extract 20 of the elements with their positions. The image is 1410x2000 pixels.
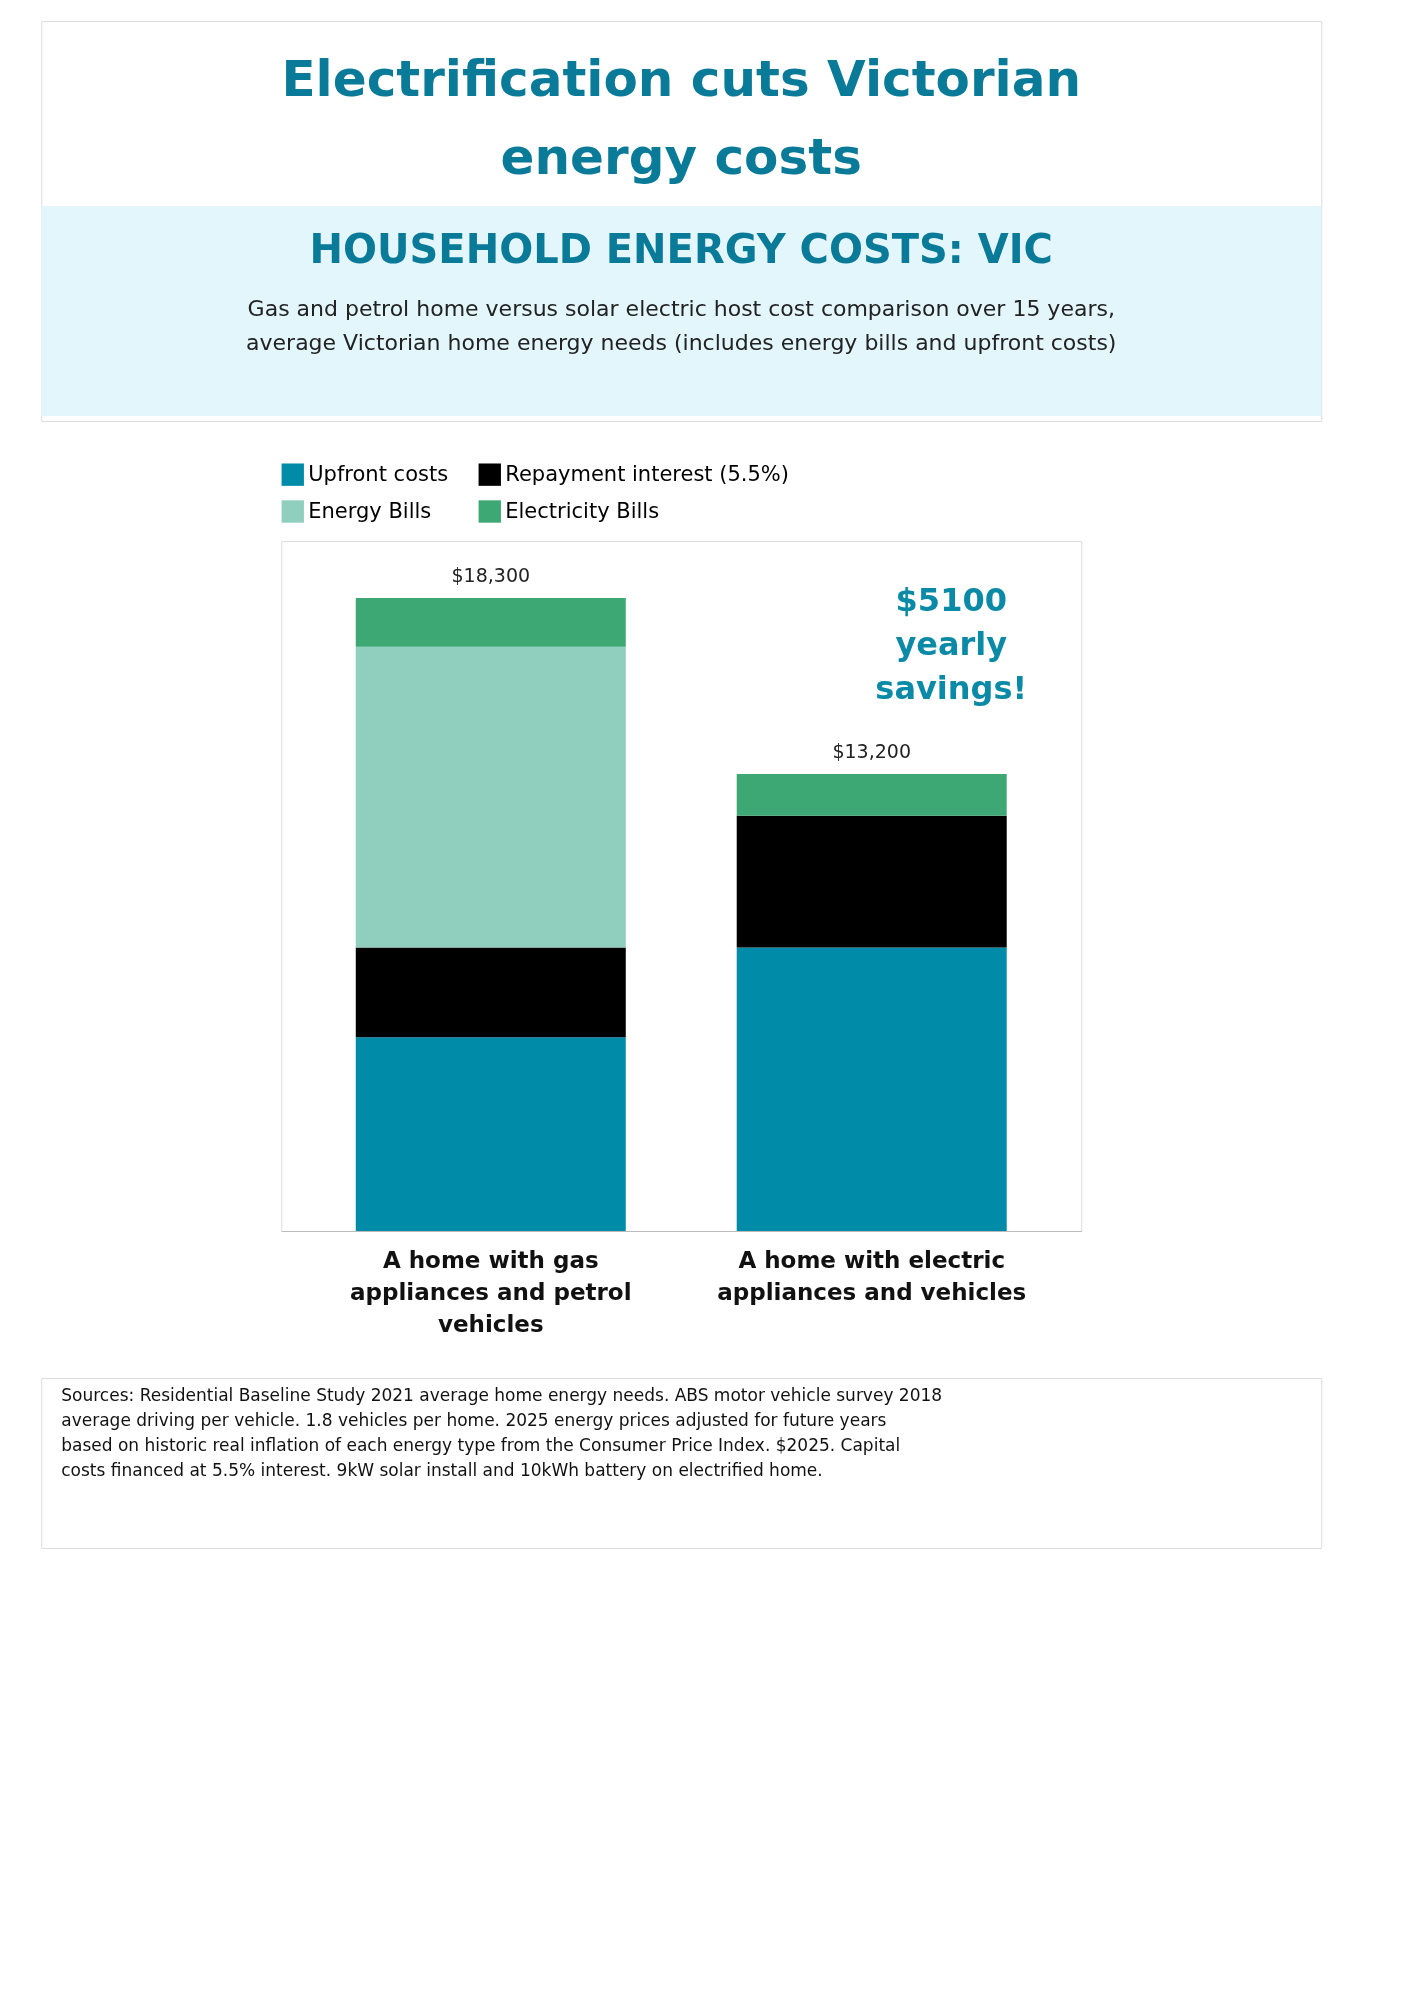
x-tick-label: A home with electric appliances and vehicles [717,1246,1027,1305]
text: Gas and petrol home versus solar electric host cost comparison over 15 years, average Victorian home energy needs (includes energy bills and upfront costs) [246,296,1117,356]
x-tick-label: A home with gas appliances and petrol vehicles [350,1246,632,1337]
bar [736,947,1007,1231]
legend-label: Energy Bills [308,498,432,523]
source-note: Sources: Residential Baseline Study 2021 average home energy needs. ABS motor vehicle survey 2018 average driving per vehicle. 1.8 vehicles per home. 2025 energy prices adjusted for future years based on historic real inflation of each energy type from the Consumer Price Index. $2025. Capital costs financed at 5.5% interest. 9kW solar install and 10kWh battery on electrified home. [61,1385,943,1480]
annotation: $13,200 [832,739,912,762]
legend-label: Electricity Bills [505,498,660,523]
chart-title: Electrification cuts Victorian energy costs [281,50,1082,186]
bar [355,646,626,948]
legend-label: Upfront costs [308,461,449,486]
bar [736,815,1007,948]
bar [355,597,626,647]
annotation: $5100 yearly savings! [875,581,1028,707]
bar [355,1037,626,1231]
bar [355,947,626,1038]
legend-label: Repayment interest (5.5%) [505,461,790,486]
annotation: $18,300 [451,563,531,586]
chart-subtitle: HOUSEHOLD ENERGY COSTS: VIC [309,226,1053,272]
bar [736,773,1007,816]
